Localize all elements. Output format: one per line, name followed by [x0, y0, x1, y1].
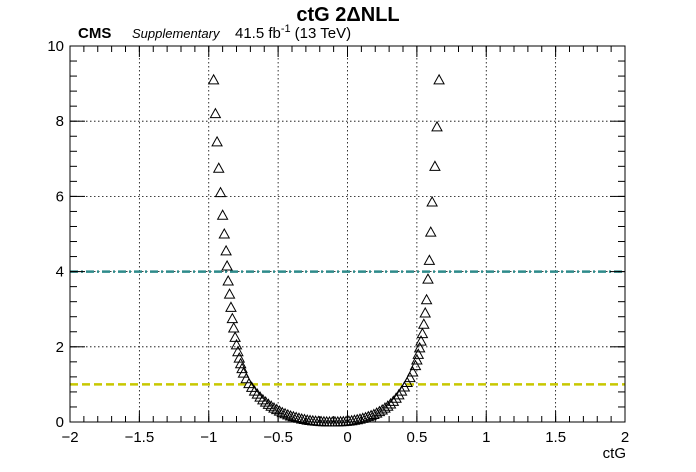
x-tick-label: 0.5 — [406, 429, 427, 446]
x-tick-label: 1.5 — [545, 429, 566, 446]
y-tick-label: 10 — [47, 38, 64, 55]
data-point — [225, 301, 237, 312]
data-point — [409, 359, 422, 371]
data-point — [227, 321, 240, 333]
data-point — [424, 226, 437, 237]
data-point — [211, 135, 223, 147]
lumi-exponent: -1 — [281, 23, 291, 35]
chart-title: ctG 2ΔNLL — [296, 4, 399, 26]
data-point — [216, 209, 229, 220]
data-point — [234, 357, 247, 369]
data-point — [423, 254, 436, 265]
y-tick-labels: 0 2 4 6 8 10 — [47, 38, 64, 431]
supplementary-label: Supplementary — [132, 26, 221, 41]
data-point — [392, 388, 405, 400]
data-point — [433, 73, 445, 85]
data-point — [412, 348, 425, 359]
data-point — [268, 402, 280, 413]
x-tick-label: 1 — [482, 429, 490, 446]
data-point — [270, 403, 283, 415]
data-point — [290, 411, 303, 422]
data-point — [362, 410, 375, 422]
data-point — [236, 362, 248, 374]
data-point — [212, 162, 225, 173]
data-point — [276, 406, 289, 418]
data-point — [431, 120, 443, 132]
data-point — [404, 371, 416, 383]
data-point — [295, 412, 308, 424]
data-point — [376, 403, 389, 415]
data-point — [237, 367, 250, 378]
data-point — [419, 306, 432, 318]
reference-lines — [70, 270, 625, 386]
data-point — [262, 398, 275, 409]
data-point — [420, 293, 433, 305]
lumi-value: 41.5 fb — [235, 25, 281, 42]
data-point — [417, 318, 430, 329]
data-point — [422, 273, 434, 284]
data-point — [287, 410, 300, 422]
data-point — [240, 372, 253, 384]
data-point — [259, 396, 272, 407]
luminosity-label: 41.5 fb-1 (13 TeV) — [235, 23, 351, 42]
data-point — [220, 244, 232, 256]
axis-ticks — [69, 45, 626, 423]
data-point — [273, 405, 286, 416]
data-point — [222, 274, 235, 286]
y-tick-label: 0 — [56, 414, 64, 431]
data-point — [413, 341, 426, 353]
data-point — [284, 409, 297, 421]
data-point — [221, 259, 233, 271]
data-point — [426, 196, 438, 207]
data-point — [368, 408, 380, 419]
y-tick-label: 8 — [56, 113, 64, 130]
data-point — [223, 288, 236, 299]
data-point — [279, 407, 291, 419]
y-tick-label: 2 — [56, 339, 64, 356]
data-point — [416, 327, 429, 339]
data-point — [209, 107, 222, 119]
y-tick-label: 4 — [56, 264, 64, 281]
data-point — [229, 331, 241, 342]
data-point — [429, 160, 441, 171]
x-tick-label: 2 — [621, 429, 629, 446]
data-point — [373, 405, 386, 417]
data-point — [370, 407, 383, 418]
data-point — [265, 400, 278, 411]
data-point — [254, 391, 266, 402]
x-tick-label: −2 — [61, 429, 78, 446]
data-point — [298, 413, 311, 425]
data-point — [365, 409, 377, 421]
x-axis-label: ctG — [603, 445, 626, 462]
x-tick-label: −1 — [200, 429, 217, 446]
data-point — [390, 392, 402, 403]
data-point — [218, 227, 231, 239]
data-point — [411, 353, 423, 365]
data-point — [384, 397, 397, 409]
x-tick-label: 0 — [343, 429, 351, 446]
experiment-label: CMS — [78, 25, 111, 42]
data-point — [214, 186, 227, 198]
y-tick-label: 6 — [56, 188, 64, 205]
data-point — [387, 395, 400, 406]
data-point — [415, 335, 427, 346]
data-point — [406, 365, 419, 377]
x-tick-labels: −2 −1.5 −1 −0.5 0 0.5 1 1.5 2 — [61, 429, 629, 446]
data-point — [207, 73, 220, 85]
data-points — [207, 73, 445, 427]
x-tick-label: −0.5 — [263, 429, 293, 446]
data-point — [226, 312, 239, 324]
grid-lines — [70, 46, 625, 422]
energy-label: (13 TeV) — [295, 25, 351, 42]
x-tick-label: −1.5 — [125, 429, 155, 446]
data-point — [257, 393, 269, 405]
data-point — [281, 408, 294, 420]
